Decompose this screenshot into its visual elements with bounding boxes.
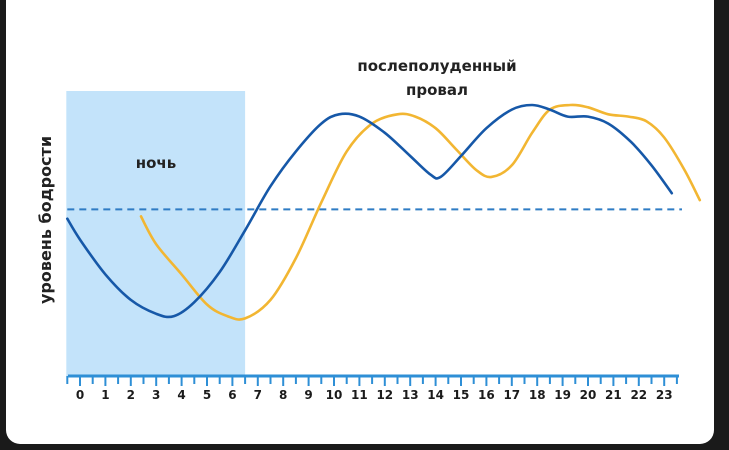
annotation-label: послеполуденный [357, 57, 516, 75]
tick-label: 12 [376, 388, 393, 402]
series-layer [66, 103, 702, 321]
night-region-layer [66, 91, 246, 376]
tick-label: 17 [503, 388, 520, 402]
tick-label: 22 [630, 388, 647, 402]
tick-label: 11 [351, 388, 368, 402]
tick-label: 2 [127, 388, 135, 402]
series-line-yellow [139, 103, 702, 321]
tick-label: 19 [554, 388, 571, 402]
night-label: ночь [136, 154, 176, 172]
tick-label: 10 [326, 388, 343, 402]
tick-label: 8 [279, 388, 287, 402]
night-region [66, 91, 246, 376]
tick-label: 6 [228, 388, 236, 402]
tick-label: 21 [605, 388, 622, 402]
tick-label: 20 [580, 388, 597, 402]
tick-label: 1 [101, 388, 109, 402]
annotation-label: провал [406, 81, 468, 99]
tick-label: 3 [152, 388, 160, 402]
x-axis: 0 1 2 3 4 5 6 7 8 9 10 11 12 13 14 15 16 17 18 19 20 21 22 23 [66, 374, 679, 402]
y-axis-label: уровень бодрости [36, 136, 55, 304]
tick-label: 13 [402, 388, 419, 402]
tick-label: 0 [76, 388, 84, 402]
tick-label: 16 [478, 388, 495, 402]
tick-label: 15 [453, 388, 470, 402]
tick-label: 5 [203, 388, 211, 402]
tick-label: 9 [304, 388, 312, 402]
tick-label: 18 [529, 388, 546, 402]
tick-label: 4 [177, 388, 185, 402]
annotation-layer: ночь послеполуденный провал уровень бодрост… [36, 57, 517, 304]
tick-label: 23 [656, 388, 673, 402]
tick-label: 7 [254, 388, 262, 402]
tick-label: 14 [427, 388, 444, 402]
series-line-blue [66, 103, 674, 319]
